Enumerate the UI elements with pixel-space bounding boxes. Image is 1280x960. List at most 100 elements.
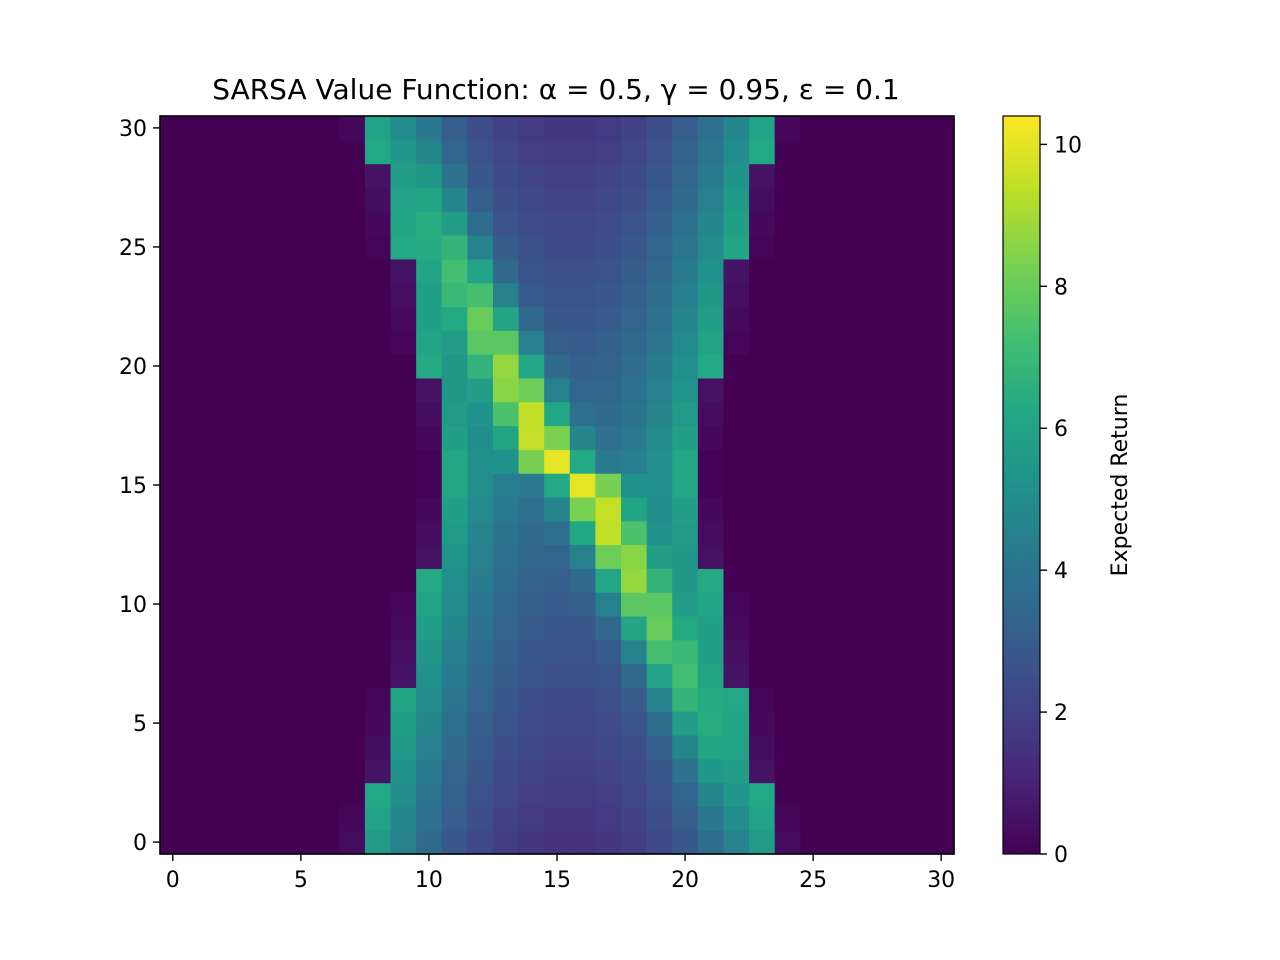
heatmap-cell: [800, 401, 827, 427]
heatmap-cell: [902, 211, 929, 236]
heatmap-cell: [851, 711, 878, 736]
heatmap-cell: [672, 211, 699, 236]
heatmap-cell: [492, 806, 520, 831]
heatmap-cell: [339, 568, 366, 593]
heatmap-cell: [390, 449, 417, 474]
heatmap-cell: [185, 139, 212, 165]
heatmap-cell: [390, 568, 417, 593]
heatmap-cell: [851, 520, 878, 546]
heatmap-cell: [595, 615, 622, 641]
heatmap-cell: [185, 544, 212, 569]
heatmap-cell: [723, 258, 750, 284]
heatmap-cell: [851, 235, 878, 260]
heatmap-cell: [518, 235, 545, 260]
heatmap-cell: [236, 687, 264, 712]
heatmap-cell: [467, 544, 494, 569]
heatmap-cell: [364, 592, 392, 617]
heatmap-cell: [339, 520, 366, 546]
heatmap-cell: [697, 592, 725, 617]
heatmap-cell: [364, 663, 392, 688]
heatmap-cell: [364, 139, 392, 165]
heatmap-cell: [544, 496, 571, 522]
heatmap-cell: [364, 496, 392, 522]
heatmap-cell: [825, 377, 853, 403]
heatmap-cell: [236, 830, 264, 855]
heatmap-cell: [723, 592, 750, 617]
heatmap-cell: [236, 473, 264, 498]
heatmap-cell: [825, 116, 853, 141]
heatmap-cell: [800, 377, 827, 403]
heatmap-cell: [646, 377, 673, 403]
heatmap-cell: [825, 734, 853, 760]
heatmap-cell: [621, 520, 648, 546]
heatmap-cell: [236, 425, 264, 450]
heatmap-cell: [467, 639, 494, 665]
heatmap-cell: [467, 354, 494, 379]
heatmap-cell: [621, 163, 648, 189]
heatmap-cell: [928, 782, 955, 807]
heatmap-cell: [621, 449, 648, 474]
heatmap-cell: [672, 544, 699, 569]
heatmap-cell: [364, 830, 392, 855]
heatmap-cell: [288, 758, 315, 784]
heatmap-cell: [160, 258, 187, 284]
heatmap-cell: [518, 592, 545, 617]
heatmap-cell: [416, 758, 443, 784]
heatmap-cell: [236, 306, 264, 331]
heatmap-cell: [364, 473, 392, 498]
heatmap-cell: [211, 258, 238, 284]
heatmap-cell: [313, 806, 340, 831]
heatmap-cell: [877, 782, 904, 807]
heatmap-cell: [416, 139, 443, 165]
heatmap-cell: [723, 354, 750, 379]
heatmap-cell: [467, 496, 494, 522]
heatmap-cell: [928, 830, 955, 855]
heatmap-cell: [621, 306, 648, 331]
heatmap-cell: [492, 544, 520, 569]
heatmap-cell: [723, 401, 750, 427]
heatmap-cell: [774, 116, 801, 141]
heatmap-cell: [313, 687, 340, 712]
heatmap-cell: [467, 306, 494, 331]
heatmap-cell: [339, 449, 366, 474]
heatmap-cell: [672, 258, 699, 284]
heatmap-cell: [646, 663, 673, 688]
heatmap-cell: [390, 235, 417, 260]
heatmap-cell: [262, 687, 289, 712]
heatmap-cell: [544, 282, 571, 308]
heatmap-cell: [851, 211, 878, 236]
heatmap-cell: [211, 354, 238, 379]
heatmap-cell: [774, 592, 801, 617]
x-axis: 0 5 10 15 20 25 30: [166, 854, 955, 893]
heatmap-cell: [492, 711, 520, 736]
heatmap-cell: [877, 449, 904, 474]
heatmap-cell: [416, 187, 443, 212]
heatmap-cell: [262, 711, 289, 736]
heatmap-cell: [723, 806, 750, 831]
heatmap-cell: [236, 615, 264, 641]
heatmap-cell: [800, 639, 827, 665]
heatmap-cell: [774, 377, 801, 403]
heatmap-cell: [211, 639, 238, 665]
heatmap-cell: [774, 734, 801, 760]
heatmap-cell: [877, 544, 904, 569]
heatmap-cell: [416, 544, 443, 569]
heatmap-cell: [749, 258, 776, 284]
heatmap-cell: [877, 592, 904, 617]
heatmap-cell: [518, 663, 545, 688]
heatmap-cell: [211, 711, 238, 736]
heatmap-cell: [902, 473, 929, 498]
heatmap-cell: [262, 496, 289, 522]
heatmap-cell: [544, 401, 571, 427]
heatmap-cell: [211, 235, 238, 260]
heatmap-cell: [697, 544, 725, 569]
heatmap-cell: [569, 235, 597, 260]
heatmap-cell: [569, 615, 597, 641]
heatmap-cell: [851, 639, 878, 665]
heatmap-cell: [723, 235, 750, 260]
heatmap-cell: [518, 544, 545, 569]
heatmap-cell: [902, 639, 929, 665]
heatmap-cell: [928, 639, 955, 665]
heatmap-cell: [211, 758, 238, 784]
